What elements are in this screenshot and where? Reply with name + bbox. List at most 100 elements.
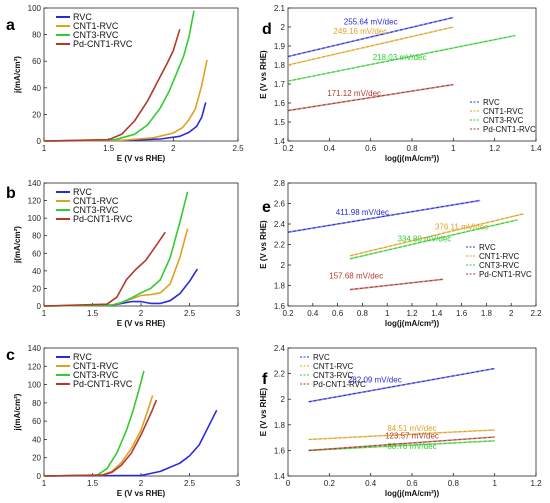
x-tick-label: 0.8 <box>448 479 460 488</box>
legend-entry: CNT3-RVC <box>483 116 524 125</box>
legend-entry: CNT1-RVC <box>73 361 119 371</box>
x-tick-label: 1 <box>492 479 497 488</box>
x-tick-label: 1.4 <box>431 309 443 318</box>
legend-entry: RVC <box>73 12 92 22</box>
y-tick-label: 1.8 <box>274 282 286 291</box>
x-tick-label: 0.6 <box>332 309 344 318</box>
y-tick-label: 2.1 <box>274 4 286 13</box>
y-tick-label: 1.4 <box>274 137 286 146</box>
fit-line <box>287 84 454 112</box>
legend-entry: Pd-CNT1-RVC <box>73 39 133 49</box>
series-line <box>43 29 181 142</box>
y-tick-label: 2 <box>281 23 286 32</box>
y-tick-label: 140 <box>28 179 42 188</box>
y-tick-label: 1.8 <box>274 421 286 430</box>
legend-entry: CNT1-RVC <box>483 107 524 116</box>
x-axis-label: E (V vs RHE) <box>117 489 166 498</box>
y-tick-label: 2.2 <box>274 241 286 250</box>
y-tick-label: 1.4 <box>274 472 286 481</box>
y-tick-label: 2.8 <box>274 179 286 188</box>
y-tick-label: 1.7 <box>274 80 286 89</box>
y-tick-label: 0 <box>37 137 42 146</box>
panel-label: a <box>6 17 15 34</box>
x-tick-label: 1 <box>42 479 47 488</box>
x-tick-label: 1 <box>385 309 390 318</box>
y-tick-label: 80 <box>32 31 41 40</box>
x-tick-label: 2 <box>139 479 144 488</box>
slope-label: 88.70 mV/dec <box>387 442 436 451</box>
y-tick-label: 1.9 <box>274 42 286 51</box>
slope-label: 157.68 mV/dec <box>329 271 383 280</box>
chart-f: 0 0.2 0.4 0.6 0.8 1 1.2 1.4 1.6 1.8 2 2.2 2.4 log(j(m… <box>259 344 542 498</box>
x-tick-label: 0.2 <box>282 144 294 153</box>
y-axis-label: E (V vs RHE) <box>259 387 268 436</box>
x-tick-label: 0.4 <box>365 479 377 488</box>
slope-label: 411.98 mV/dec <box>336 208 389 217</box>
y-tick-label: 140 <box>28 344 42 353</box>
slope-label: 171.12 mV/dec <box>327 89 381 98</box>
slope-label: 376.11 mV/dec <box>435 223 488 232</box>
chart-e: 0.2 0.4 0.6 0.8 1 1.2 1.4 1.6 1.8 2 2.2 1.6 1.8 2 2.2 2… <box>259 179 542 328</box>
legend-entry: Pd-CNT1-RVC <box>73 214 133 224</box>
y-axis-label: E (V vs RHE) <box>259 220 268 269</box>
legend-entry: CNT1-RVC <box>73 21 119 31</box>
chart-d: 0.2 0.4 0.6 0.8 1 1.2 1.4 1.4 1.5 1.6 1.7 1.8 1.9 2 2.… <box>259 4 542 163</box>
y-tick-label: 60 <box>32 57 41 66</box>
y-tick-label: 80 <box>32 232 41 241</box>
y-tick-label: 2 <box>281 261 286 270</box>
series-line <box>43 231 166 307</box>
fit-line <box>287 199 481 233</box>
x-tick-label: 1 <box>42 144 47 153</box>
legend-entry: CNT3-RVC <box>73 205 119 215</box>
fit-line <box>349 278 444 291</box>
y-tick-label: 120 <box>28 362 42 371</box>
legend-entry: RVC <box>313 353 330 362</box>
y-tick-label: 2.4 <box>274 220 286 229</box>
slope-label: 282.09 mV/dec <box>348 376 402 385</box>
panel-label: f <box>262 371 268 388</box>
x-tick-label: 0.6 <box>406 479 418 488</box>
y-tick-label: 1.6 <box>274 99 286 108</box>
panel-label: d <box>262 21 272 38</box>
x-tick-label: 0.6 <box>365 144 377 153</box>
legend-entry: CNT3-RVC <box>313 371 354 380</box>
series-line <box>43 59 208 142</box>
legend-entry: RVC <box>73 187 92 197</box>
x-tick-label: 1.6 <box>456 309 468 318</box>
slope-label: 334.80 mV/dec <box>397 234 451 243</box>
y-tick-label: 40 <box>32 84 41 93</box>
panel-label: c <box>6 347 15 364</box>
fit-line <box>287 26 454 66</box>
x-tick-label: 2 <box>139 309 144 318</box>
legend-entry: CNT3-RVC <box>479 261 520 270</box>
legend-entry: CNT3-RVC <box>73 30 119 40</box>
x-tick-label: 2 <box>509 309 514 318</box>
y-tick-label: 2 <box>281 395 286 404</box>
panel-label: e <box>262 199 271 216</box>
x-tick-label: 1.4 <box>530 144 542 153</box>
legend-entry: RVC <box>73 352 92 362</box>
y-tick-label: 80 <box>32 399 41 408</box>
legend-entry: CNT1-RVC <box>313 362 354 371</box>
series-line <box>43 370 145 477</box>
x-tick-label: 1.2 <box>489 144 501 153</box>
legend-entry: CNT1-RVC <box>479 252 520 261</box>
y-tick-label: 20 <box>32 454 41 463</box>
x-tick-label: 2.2 <box>530 309 542 318</box>
legend-entry: Pd-CNT1-RVC <box>73 379 133 389</box>
x-tick-label: 0.8 <box>406 144 418 153</box>
y-tick-label: 1.8 <box>274 61 286 70</box>
x-tick-label: 2.5 <box>184 309 196 318</box>
y-axis-label: j(mA/cm²) <box>13 226 22 264</box>
series-line <box>43 409 218 477</box>
series-line <box>43 191 189 307</box>
slope-label: 249.16 mV/dec <box>333 27 387 36</box>
legend-entry: CNT1-RVC <box>73 196 119 206</box>
series-line <box>43 399 158 477</box>
fit-line <box>308 436 495 451</box>
x-tick-label: 3 <box>236 309 241 318</box>
x-tick-label: 0.2 <box>282 309 294 318</box>
